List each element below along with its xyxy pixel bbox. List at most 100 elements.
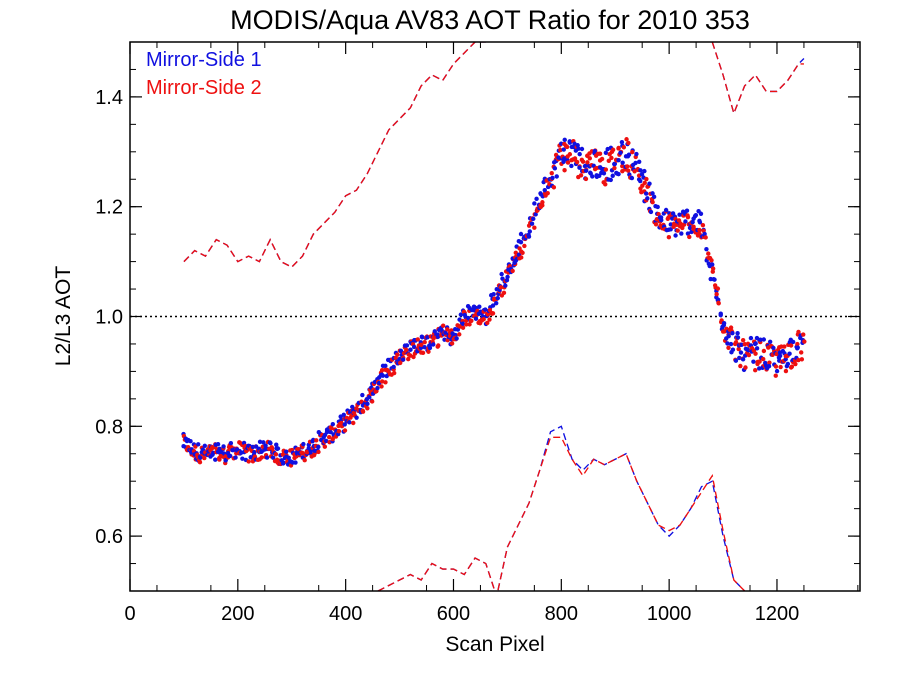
y-axis: 0.6 0.8 1.0 1.2 1.4 <box>95 41 860 592</box>
series-1-point <box>648 209 654 215</box>
series-1-point <box>748 335 754 341</box>
series-1-point <box>728 341 734 347</box>
series-1-point <box>787 351 792 356</box>
series-1-point <box>552 166 558 171</box>
series-2-point <box>801 332 806 337</box>
series-1-point <box>223 458 228 463</box>
series-1-point <box>400 357 406 362</box>
series-2-point <box>773 373 778 378</box>
series-1-point <box>354 415 359 420</box>
series-2-point <box>342 428 348 433</box>
series-1-point <box>730 347 736 352</box>
x-tick-label: 600 <box>437 603 470 625</box>
series-1-point <box>718 312 723 318</box>
series-1-point <box>735 335 741 340</box>
series-2-point <box>202 455 207 461</box>
series-1-point <box>375 385 380 391</box>
series-2-point <box>445 337 450 343</box>
series-1-point <box>213 457 218 462</box>
series-1-point <box>425 335 430 340</box>
y-tick-label: 1.0 <box>95 307 123 329</box>
series-2-point <box>489 311 495 316</box>
series-1-point <box>691 216 696 221</box>
series-2-point <box>563 143 569 149</box>
series-1-point <box>733 358 739 363</box>
series-1-point <box>567 140 573 145</box>
series-1-point <box>610 173 615 178</box>
series-2-point <box>464 322 469 327</box>
series-1-point <box>687 225 693 231</box>
series-1-point <box>569 163 574 169</box>
series-2-point <box>716 300 721 305</box>
series-2-point <box>703 235 708 240</box>
series-1-point <box>679 231 684 236</box>
series-1-point <box>328 429 333 435</box>
series-2-point <box>457 332 462 337</box>
series-2-point <box>498 285 504 290</box>
series-2-point <box>501 290 507 296</box>
series-2-point <box>761 356 766 362</box>
series-1-point <box>473 316 479 321</box>
series-1-point <box>215 442 221 447</box>
series-1-point <box>264 455 270 460</box>
series-2-point <box>597 151 603 156</box>
series-1-point <box>505 274 510 280</box>
series-2-point <box>339 420 344 426</box>
series-1-point <box>533 212 538 217</box>
series-1-point <box>257 439 263 445</box>
series-1-lower-bound <box>377 425 746 591</box>
series-2-point <box>580 159 586 164</box>
series-1-point <box>561 147 566 152</box>
series-2-point <box>778 364 783 370</box>
y-tick-label: 1.4 <box>95 87 123 109</box>
series-1-point <box>404 343 410 348</box>
series-2-point <box>329 426 334 431</box>
series-1-point <box>790 339 796 345</box>
series-1-point <box>240 456 245 461</box>
series-2-point <box>404 347 409 353</box>
series-1-point <box>270 455 276 460</box>
series-1-point <box>690 219 695 225</box>
series-2-point <box>348 415 353 420</box>
series-1-point <box>633 160 638 166</box>
series-2-point <box>650 199 655 205</box>
series-2-point <box>610 147 616 152</box>
series-2-point <box>685 213 690 218</box>
series-2-point <box>799 350 804 355</box>
series-1-point <box>577 151 582 157</box>
series-1-point <box>202 443 208 448</box>
series-2-point <box>620 163 625 169</box>
series-2-point <box>565 160 571 165</box>
series-1-point <box>301 441 306 447</box>
series-2-point <box>707 255 713 261</box>
series-1-point <box>422 345 427 350</box>
series-1-point <box>228 441 234 446</box>
series-2-point <box>621 145 627 150</box>
series-2-point <box>802 339 807 344</box>
chart-title: MODIS/Aqua AV83 AOT Ratio for 2010 353 <box>230 5 750 35</box>
series-1-point <box>542 187 547 193</box>
series-1-point <box>647 181 652 186</box>
series-2-point <box>675 228 680 233</box>
series-1-point <box>795 346 800 351</box>
series-2-point <box>578 173 584 178</box>
series-1-point <box>532 201 537 206</box>
series-2-point <box>603 167 609 172</box>
series-2-point <box>359 399 364 404</box>
series-1-point <box>636 159 642 164</box>
series-2-point <box>720 329 726 334</box>
series-1-point <box>651 194 657 200</box>
series-1-point <box>286 455 291 460</box>
series-2-point <box>336 429 342 434</box>
series-1-point <box>526 234 532 239</box>
series-1-point <box>365 401 370 407</box>
series-2-point <box>583 176 589 182</box>
series-2-point <box>519 255 524 260</box>
series-1-point <box>293 460 298 465</box>
series-1-point <box>577 165 582 170</box>
series-2-point <box>738 363 743 369</box>
series-2-point <box>736 346 741 352</box>
series-1-point <box>753 341 758 346</box>
series-1-point <box>766 363 772 369</box>
